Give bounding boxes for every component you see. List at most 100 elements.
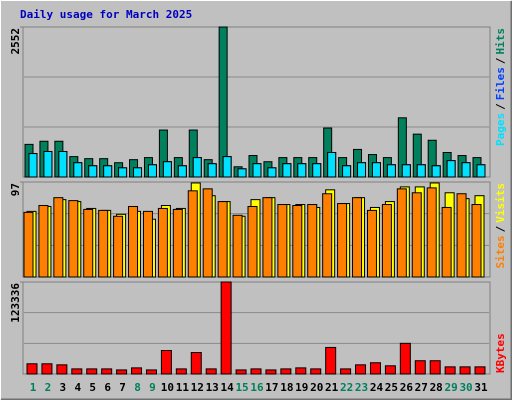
x-tick-label: 4 [74, 381, 81, 394]
x-tick-label: 10 [161, 381, 174, 394]
bar [53, 197, 64, 278]
bar [175, 368, 187, 375]
legend-separator: / [494, 57, 507, 64]
bar [327, 151, 337, 178]
legend: Pages / Files / Hits [494, 28, 507, 146]
bar [71, 368, 83, 375]
bar [237, 168, 247, 178]
bar [340, 368, 352, 375]
legend-entry: Hits [494, 28, 507, 55]
legend-entry: Sites [494, 235, 507, 268]
bar [411, 192, 422, 278]
legend-separator: / [494, 103, 507, 110]
x-tick-label: 20 [310, 381, 323, 394]
x-tick-label: 3 [60, 381, 67, 394]
bar [38, 205, 49, 278]
chart-title: Daily usage for March 2025 [20, 8, 192, 21]
bar [145, 369, 157, 375]
bar [371, 162, 381, 178]
bar [101, 368, 113, 375]
bar [86, 368, 98, 375]
bar [444, 366, 456, 375]
x-tick-label: 19 [295, 381, 308, 394]
bar [103, 165, 113, 178]
bar [322, 193, 333, 278]
bar [172, 208, 183, 278]
bar [142, 210, 153, 278]
bar [282, 163, 292, 178]
x-tick-label: 28 [430, 381, 443, 394]
bar [416, 164, 426, 178]
legend: Sites / Visits [494, 183, 507, 269]
x-tick-label: 9 [149, 381, 156, 394]
bar [133, 167, 143, 178]
x-tick-label: 2 [45, 381, 52, 394]
y-tick-label: 97 [9, 183, 22, 196]
bar [113, 215, 124, 278]
x-tick-label: 13 [206, 381, 219, 394]
bar [292, 205, 303, 278]
x-tick-label: 26 [400, 381, 414, 394]
bar [307, 204, 318, 278]
bar [160, 350, 172, 375]
bar [459, 366, 471, 375]
plot-area [22, 26, 491, 178]
x-tick-label: 18 [280, 381, 293, 394]
x-tick-label: 30 [459, 381, 472, 394]
x-tick-label: 6 [104, 381, 111, 394]
bar [456, 193, 467, 278]
bar [325, 346, 337, 375]
bar [426, 187, 437, 278]
bar [431, 165, 441, 178]
x-tick-label: 15 [235, 381, 248, 394]
bar [220, 281, 232, 375]
bar [277, 204, 288, 278]
bar [58, 150, 68, 178]
bar [222, 156, 232, 178]
bar [471, 204, 482, 278]
bar [217, 201, 228, 278]
bar [355, 364, 367, 375]
bar [369, 362, 381, 375]
legend-entry: Visits [494, 183, 507, 223]
x-tick-label: 8 [134, 381, 141, 394]
x-tick-label: 27 [415, 381, 428, 394]
y-tick-label: 123336 [9, 283, 22, 323]
x-tick-label: 17 [265, 381, 278, 394]
bar [235, 369, 247, 375]
bar [26, 363, 38, 375]
bar [441, 206, 452, 278]
x-tick-label: 23 [355, 381, 368, 394]
plot-area [22, 281, 491, 375]
bar [190, 352, 202, 375]
bar [205, 368, 217, 375]
x-tick-label: 16 [250, 381, 264, 394]
x-tick-label: 5 [89, 381, 96, 394]
bar [342, 165, 352, 178]
bar [118, 167, 128, 178]
bar [399, 342, 411, 375]
bar [337, 203, 348, 278]
bar [23, 211, 34, 278]
x-tick-label: 11 [176, 381, 190, 394]
bar [68, 200, 79, 278]
bar [252, 163, 262, 178]
bar [280, 368, 292, 375]
bar [88, 165, 98, 178]
bar [43, 150, 53, 178]
bar [386, 164, 396, 178]
bar [41, 363, 53, 375]
y-tick-label: 2552 [9, 28, 22, 55]
x-tick-label: 25 [385, 381, 398, 394]
bar [128, 205, 139, 278]
x-tick-label: 24 [370, 381, 384, 394]
bar [267, 167, 277, 178]
bar [384, 365, 396, 375]
bar [366, 209, 377, 278]
legend-separator: / [494, 225, 507, 232]
x-tick-label: 31 [474, 381, 488, 394]
bar [401, 164, 411, 178]
x-tick-label: 22 [340, 381, 353, 394]
bar [187, 190, 198, 278]
